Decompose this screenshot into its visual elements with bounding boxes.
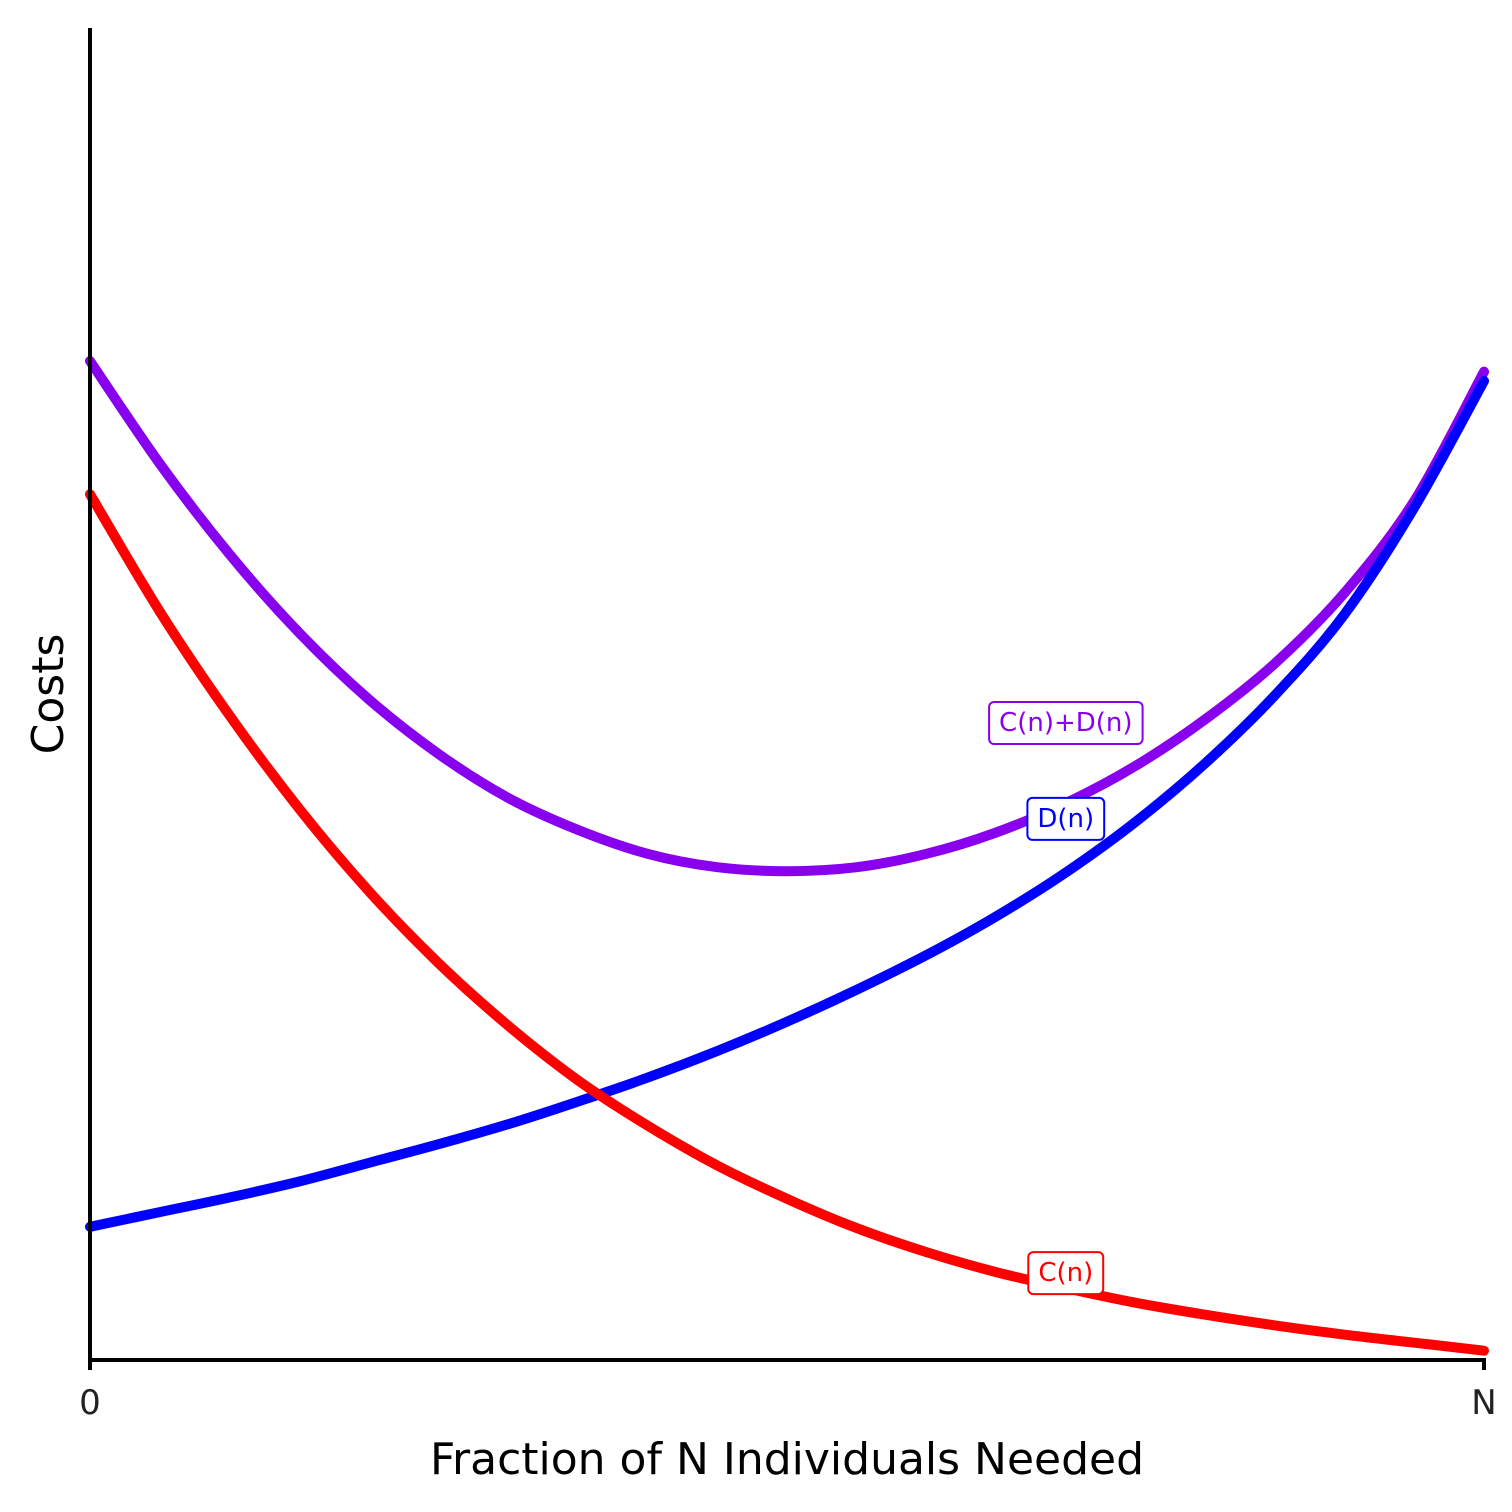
x-tick-label-n: N: [1471, 1383, 1496, 1423]
series-line-c-n: [85, 489, 1489, 1356]
curve-label-c-n: C(n): [1027, 1251, 1105, 1296]
series-line-c-n-d-n: [85, 356, 1489, 877]
curve-label-text-c-n: C(n): [1038, 1258, 1093, 1288]
x-tick-label-0: 0: [79, 1383, 101, 1423]
series-line-d-n: [85, 376, 1489, 1232]
labels-layer: C(n)+D(n) D(n) C(n): [988, 701, 1144, 1296]
curve-label-box-d-n: [1026, 796, 1106, 841]
x-axis-title: Fraction of N Individuals Needed: [430, 1434, 1144, 1485]
y-axis-title: Costs: [23, 634, 74, 755]
curve-label-box-c-n-d-n: [988, 701, 1144, 745]
curve-label-text-d-n: D(n): [1037, 804, 1094, 834]
curve-label-box-c-n: [1027, 1251, 1105, 1296]
curve-label-d-n: D(n): [1026, 796, 1106, 841]
curve-label-c-n-d-n: C(n)+D(n): [988, 701, 1144, 745]
curves-layer: [85, 356, 1489, 1356]
curve-label-text-c-n-d-n: C(n)+D(n): [999, 708, 1133, 738]
